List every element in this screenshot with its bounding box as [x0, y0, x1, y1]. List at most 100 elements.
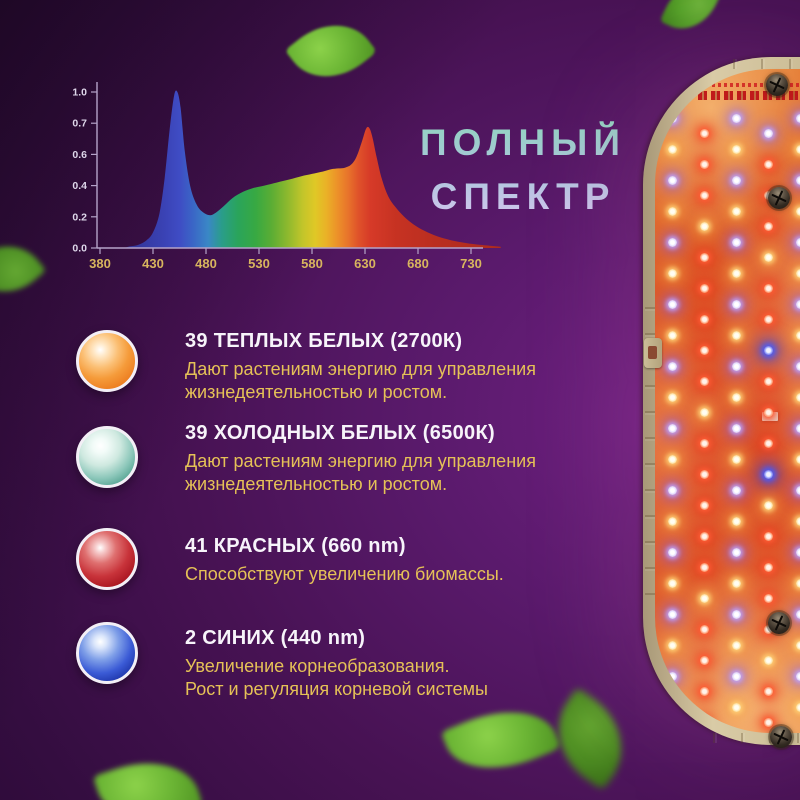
red-led-dot	[700, 284, 709, 293]
red-led-dot	[700, 129, 709, 138]
warm-led-dot	[732, 393, 741, 402]
violet-led-dot	[796, 486, 800, 495]
warm-led-dot	[732, 641, 741, 650]
panel-clip	[644, 338, 662, 368]
violet-led-dot	[732, 362, 741, 371]
warm-led-dot	[764, 656, 773, 665]
led-type-row-cool-white: 39 ХОЛОДНЫХ БЕЛЫХ (6500К) Дают растениям…	[0, 422, 600, 514]
leaf-icon	[92, 746, 204, 800]
warm-led-dot	[732, 579, 741, 588]
warm-led-dot	[668, 269, 677, 278]
red-led-dot	[764, 408, 773, 417]
svg-text:730: 730	[460, 256, 482, 271]
red-led-dot	[764, 222, 773, 231]
violet-led-dot	[668, 486, 677, 495]
y-axis-tick-labels: 0.0 0.2 0.4 0.6 0.7 1.0	[72, 87, 87, 255]
led-type-heading: 2 СИНИХ (440 nm)	[185, 627, 366, 649]
violet-led-dot	[796, 362, 800, 371]
red-led-dot	[764, 687, 773, 696]
warm-led-dot	[700, 222, 709, 231]
warm-white-led-sphere-icon	[76, 330, 138, 392]
svg-text:0.0: 0.0	[72, 243, 87, 255]
warm-led-dot	[764, 501, 773, 510]
violet-led-dot	[796, 114, 800, 123]
violet-led-dot	[796, 238, 800, 247]
red-led-dot	[764, 625, 773, 634]
leaf-icon	[659, 0, 723, 40]
warm-led-dot	[700, 408, 709, 417]
led-type-row-warm-white: 39 ТЕПЛЫХ БЕЛЫХ (2700К) Дают растениям э…	[0, 326, 600, 418]
warm-led-dot	[732, 145, 741, 154]
red-led-sphere-icon	[76, 528, 138, 590]
warm-led-dot	[796, 455, 800, 464]
svg-text:480: 480	[195, 256, 217, 271]
warm-led-dot	[796, 331, 800, 340]
red-led-dot	[700, 563, 709, 572]
violet-led-dot	[796, 610, 800, 619]
led-type-description: Дают растениям энергию для управления жи…	[185, 451, 536, 494]
svg-text:0.2: 0.2	[72, 211, 87, 223]
violet-led-dot	[668, 672, 677, 681]
led-type-description: Увеличение корнеобразования. Рост и регу…	[185, 656, 488, 699]
blue-led-dot	[764, 470, 773, 479]
warm-led-dot	[732, 331, 741, 340]
violet-led-dot	[668, 238, 677, 247]
warm-led-dot	[668, 517, 677, 526]
vent-slots	[645, 307, 655, 595]
svg-text:0.7: 0.7	[72, 118, 87, 130]
spectrum-area	[100, 90, 501, 249]
vent-slots	[733, 59, 800, 69]
led-type-heading: 39 ХОЛОДНЫХ БЕЛЫХ (6500К)	[185, 422, 495, 444]
violet-led-dot	[732, 672, 741, 681]
red-led-dot	[700, 718, 709, 727]
vent-slots	[713, 733, 800, 743]
red-led-dot	[764, 160, 773, 169]
warm-led-dot	[796, 641, 800, 650]
warm-led-dot	[732, 269, 741, 278]
red-led-dot	[764, 718, 773, 727]
led-type-row-red: 41 КРАСНЫХ (660 nm) Способствуют увеличе…	[0, 524, 600, 616]
violet-led-dot	[732, 548, 741, 557]
led-type-description: Способствуют увеличению биомассы.	[185, 564, 504, 584]
led-type-heading: 41 КРАСНЫХ (660 nm)	[185, 535, 406, 557]
pcb-silkscreen-text	[712, 83, 800, 87]
red-led-dot	[700, 625, 709, 634]
warm-led-dot	[668, 641, 677, 650]
warm-led-dot	[796, 517, 800, 526]
red-led-dot	[700, 501, 709, 510]
violet-led-dot	[732, 114, 741, 123]
led-type-description: Дают растениям энергию для управления жи…	[185, 359, 536, 402]
warm-led-dot	[668, 703, 677, 712]
violet-led-dot	[796, 424, 800, 433]
svg-text:1.0: 1.0	[72, 87, 87, 99]
violet-led-dot	[732, 424, 741, 433]
warm-led-dot	[764, 253, 773, 262]
red-led-dot	[764, 439, 773, 448]
red-led-dot	[764, 532, 773, 541]
red-led-dot	[700, 315, 709, 324]
warm-led-dot	[796, 145, 800, 154]
led-type-row-blue: 2 СИНИХ (440 nm) Увеличение корнеобразов…	[0, 618, 600, 710]
svg-text:430: 430	[142, 256, 164, 271]
violet-led-dot	[732, 238, 741, 247]
violet-led-dot	[732, 486, 741, 495]
svg-text:580: 580	[301, 256, 323, 271]
title-line-2: СПЕКТР	[430, 176, 616, 217]
violet-led-dot	[668, 300, 677, 309]
blue-led-sphere-icon	[76, 622, 138, 684]
warm-led-dot	[732, 455, 741, 464]
svg-text:680: 680	[407, 256, 429, 271]
warm-led-dot	[796, 207, 800, 216]
svg-text:630: 630	[354, 256, 376, 271]
violet-led-dot	[796, 548, 800, 557]
red-led-dot	[700, 532, 709, 541]
violet-led-dot	[668, 548, 677, 557]
warm-led-dot	[668, 579, 677, 588]
warm-led-dot	[796, 269, 800, 278]
warm-led-dot	[668, 393, 677, 402]
warm-led-dot	[700, 594, 709, 603]
violet-led-dot	[668, 610, 677, 619]
red-led-dot	[700, 377, 709, 386]
warm-led-dot	[732, 517, 741, 526]
